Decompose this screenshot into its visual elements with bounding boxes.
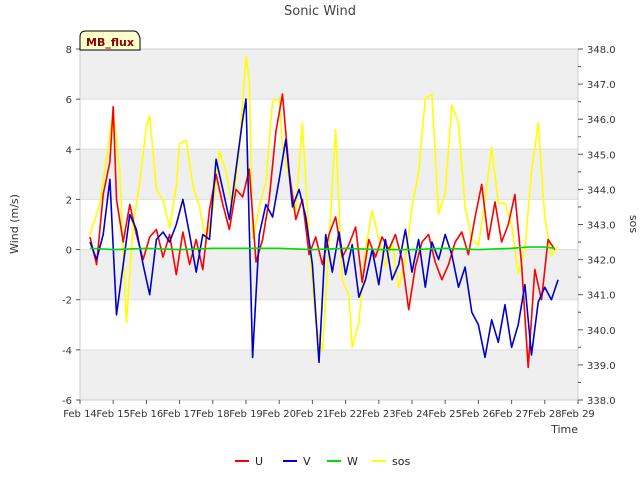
y2-axis-label: sos (627, 215, 640, 233)
series-line-u (89, 93, 556, 369)
x-tick-label: Feb 24 (395, 409, 429, 420)
y2-tick-label: 341.0 (587, 291, 616, 302)
x-axis-label: Time (550, 423, 578, 436)
x-tick-label: Feb 20 (262, 409, 296, 420)
x-tick-label: Feb 19 (229, 409, 263, 420)
x-tick-label: Feb 27 (495, 409, 529, 420)
x-tick-label: Feb 28 (528, 409, 562, 420)
x-tick-label: Feb 17 (163, 409, 197, 420)
series-line-v (89, 98, 559, 364)
legend-label-u: U (255, 455, 263, 468)
x-tick-label: Feb 18 (196, 409, 230, 420)
y2-tick-label: 340.0 (587, 326, 616, 337)
x-tick-label: Feb 16 (130, 409, 164, 420)
y-tick-label: 0 (66, 246, 72, 257)
x-tick-label: Feb 29 (561, 409, 595, 420)
y-tick-label: -6 (62, 396, 72, 407)
badge-shape (79, 30, 141, 51)
y-tick-label: 2 (66, 195, 72, 206)
y2-tick-label: 342.0 (587, 256, 616, 267)
x-tick-label: Feb 21 (296, 409, 330, 420)
x-tick-label: Feb 25 (428, 409, 462, 420)
badge-label: MB_flux (86, 36, 134, 49)
badge: MB_flux (79, 30, 141, 51)
y2-tick-label: 347.0 (587, 80, 616, 91)
x-tick-label: Feb 22 (329, 409, 363, 420)
legend-label-v: V (303, 455, 311, 468)
series-line-w (89, 246, 555, 251)
y-tick-label: 4 (66, 145, 72, 156)
x-tick-label: Feb 14 (63, 409, 97, 420)
y2-tick-label: 343.0 (587, 221, 616, 232)
y2-tick-label: 339.0 (587, 361, 616, 372)
legend-label-w: W (347, 455, 358, 468)
y2-tick-label: 346.0 (587, 115, 616, 126)
gridlines (80, 48, 578, 401)
x-tick-label: Feb 23 (362, 409, 396, 420)
grid-band (80, 249, 578, 300)
chart-title: Sonic Wind (284, 4, 356, 19)
y-tick-label: 6 (66, 95, 72, 106)
series-line-sos (89, 55, 559, 352)
background-bands (80, 49, 578, 400)
y-axis-label: Wind (m/s) (8, 194, 21, 254)
y-tick-label: 8 (66, 45, 72, 56)
y2-tick-label: 344.0 (587, 185, 616, 196)
x-tick-label: Feb 26 (462, 409, 496, 420)
grid-band (80, 49, 578, 100)
y-axis-left: -6 -4 -2 0 2 4 6 8 (62, 45, 80, 407)
y-tick-label: -4 (62, 346, 72, 357)
y2-tick-label: 348.0 (587, 45, 616, 56)
plot-frame (79, 48, 579, 401)
series-layer (89, 55, 559, 369)
grid-band (80, 349, 578, 400)
y-tick-label: -2 (62, 296, 72, 307)
legend-label-sos: sos (392, 455, 410, 468)
y-axis-right: 338.0 339.0 340.0 341.0 342.0 343.0 344.0 345.0… (578, 45, 616, 407)
y2-tick-label: 338.0 (587, 396, 616, 407)
x-axis: Feb 14 Feb 15 Feb 16 Feb 17 Feb 18 Feb 19 Feb … (63, 400, 595, 420)
x-tick-label: Feb 15 (96, 409, 130, 420)
y2-tick-label: 345.0 (587, 150, 616, 161)
